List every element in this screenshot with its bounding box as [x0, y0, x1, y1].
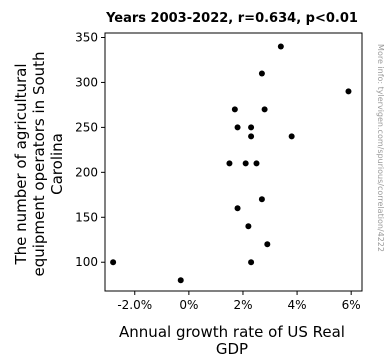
y-tick-label: 350: [75, 30, 98, 44]
x-tick-label: 4%: [288, 298, 307, 312]
data-point: [345, 88, 352, 95]
data-point: [177, 277, 184, 284]
x-axis-label-line-2: GDP: [216, 340, 248, 358]
x-axis-ticks: -2.0% 0% 2% 4% 6%: [117, 291, 361, 312]
x-tick-label: 6%: [342, 298, 361, 312]
y-tick-label: 100: [75, 255, 98, 269]
data-point: [258, 70, 265, 77]
y-axis-ticks: 100 150 200 250 300 350: [75, 30, 105, 269]
data-point: [261, 106, 268, 113]
data-point: [245, 223, 252, 230]
data-point: [242, 160, 249, 167]
data-point: [234, 124, 241, 131]
data-point: [248, 124, 255, 131]
x-axis-label-line-1: Annual growth rate of US Real: [119, 323, 345, 341]
data-points: [110, 43, 352, 284]
data-point: [110, 259, 117, 266]
data-point: [258, 196, 265, 203]
x-tick-label: 0%: [179, 298, 198, 312]
data-point: [277, 43, 284, 50]
y-tick-label: 150: [75, 210, 98, 224]
data-point: [226, 160, 233, 167]
plot-frame: [104, 32, 363, 292]
y-tick-label: 300: [75, 75, 98, 89]
data-point: [248, 259, 255, 266]
x-tick-label: 2%: [233, 298, 252, 312]
data-point: [253, 160, 260, 167]
y-axis-label: The number of agricultural equipment ope…: [12, 51, 66, 276]
data-point: [248, 133, 255, 140]
source-note: More info: tylervigen.com/spurious/corre…: [376, 44, 385, 252]
y-tick-label: 250: [75, 120, 98, 134]
y-axis-label-line-3: Carolina: [48, 133, 66, 195]
y-axis-label-line-2: equipment operators in South: [30, 51, 48, 276]
data-point: [231, 106, 238, 113]
data-point: [234, 205, 241, 212]
y-axis-label-line-1: The number of agricultural: [12, 63, 30, 265]
data-point: [264, 241, 271, 248]
y-tick-label: 200: [75, 165, 98, 179]
chart-title: Years 2003-2022, r=0.634, p<0.01: [105, 11, 358, 26]
x-tick-label: -2.0%: [117, 298, 152, 312]
x-axis-label: Annual growth rate of US Real GDP: [119, 323, 345, 358]
data-point: [288, 133, 295, 140]
